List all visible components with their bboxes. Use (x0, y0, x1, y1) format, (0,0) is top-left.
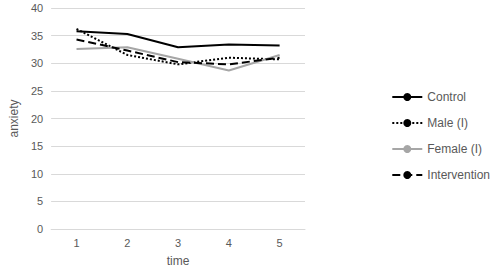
svg-text:30: 30 (31, 57, 43, 69)
svg-text:1: 1 (73, 237, 79, 249)
svg-text:anxiety: anxiety (7, 99, 21, 137)
svg-text:5: 5 (277, 237, 283, 249)
svg-text:25: 25 (31, 85, 43, 97)
svg-text:40: 40 (31, 2, 43, 14)
svg-text:Female (I): Female (I) (427, 142, 482, 156)
svg-text:4: 4 (226, 237, 232, 249)
svg-text:2: 2 (124, 237, 130, 249)
svg-text:35: 35 (31, 30, 43, 42)
svg-text:time: time (167, 254, 190, 268)
svg-text:3: 3 (175, 237, 181, 249)
svg-text:15: 15 (31, 140, 43, 152)
svg-text:Male (I): Male (I) (427, 116, 468, 130)
svg-text:5: 5 (37, 195, 43, 207)
svg-text:0: 0 (37, 223, 43, 235)
svg-text:20: 20 (31, 113, 43, 125)
svg-text:Intervention: Intervention (427, 168, 490, 182)
svg-text:10: 10 (31, 168, 43, 180)
svg-text:Control: Control (427, 90, 466, 104)
